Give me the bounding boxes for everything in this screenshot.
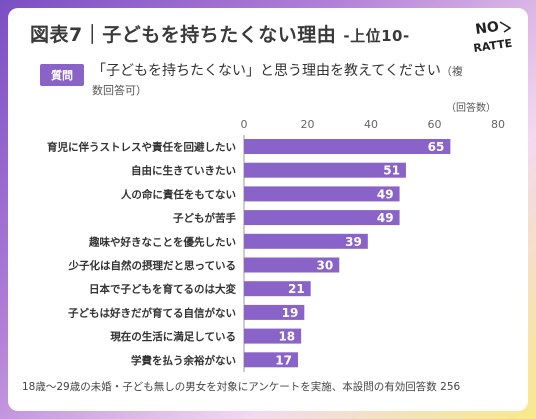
category-label: 子どもが苦手 [173,212,236,225]
page-title: 図表7｜子どもを持ちたくない理由 -上位10- [30,20,410,47]
category-label: 学費を払う余裕がない [131,354,236,367]
footnote: 18歳～29歳の未婚・子ども無しの男女を対象にアンケートを実施、本設問の有効回答… [22,381,461,393]
question-badge: 質問 [40,64,84,86]
bar-value-label: 17 [275,353,292,367]
bar [244,162,406,178]
content-card [8,8,528,411]
bar-value-label: 18 [278,330,295,344]
bar [244,139,451,154]
question-text-block: 「子どもを持ちたくない」と思う理由を教えてください（複数回答可） [92,62,472,100]
x-tick-label: 80 [491,118,505,131]
x-tick-label: 0 [241,118,248,131]
category-label: 自由に生きていきたい [131,164,236,177]
bar [244,281,311,297]
question-text: 「子どもを持ちたくない」と思う理由を教えてください [92,63,441,79]
category-label: 現在の生活に満足している [110,330,236,343]
bar [244,210,400,226]
unit-label: （回答数） [446,101,496,114]
category-label: 趣味や好きなことを優先したい [88,235,236,248]
bar-value-label: 49 [377,211,394,225]
bar-value-label: 49 [377,187,394,201]
bar-value-label: 19 [282,306,299,320]
question-note: （複数回答可） [92,65,463,97]
bar [244,328,302,344]
bar [244,352,298,368]
title-text: 図表7｜子どもを持ちたくない理由 [30,24,337,46]
title-subtitle: -上位10- [343,27,410,45]
svg-text:RATTE: RATTE [473,37,513,55]
bar-value-label: 30 [317,259,334,273]
bar-value-label: 21 [288,282,305,296]
category-label: 人の命に責任をもてない [121,188,236,201]
category-label: 少子化は自然の摂理だと思っている [68,259,236,272]
x-tick-label: 60 [428,118,442,131]
bar-value-label: 65 [428,140,445,154]
category-label: 日本で子どもを育てるのは大変 [89,283,236,296]
x-tick-label: 40 [364,118,378,131]
bar-value-label: 51 [383,164,400,178]
bars-group: 育児に伴うストレスや責任を回避したい 65 自由に生きていきたい 51 人の命に責任をも… [47,139,451,368]
bar [244,304,305,320]
bar-value-label: 39 [345,235,362,249]
x-tick-label: 20 [301,118,315,131]
bar [244,233,368,249]
category-label: 子どもは好きだが育てる自信がない [68,306,236,319]
bar [244,186,400,202]
brand-logo: NO RATTE [473,19,513,55]
svg-text:NO: NO [474,19,500,38]
bar [244,257,340,273]
category-label: 育児に伴うストレスや責任を回避したい [47,141,236,154]
